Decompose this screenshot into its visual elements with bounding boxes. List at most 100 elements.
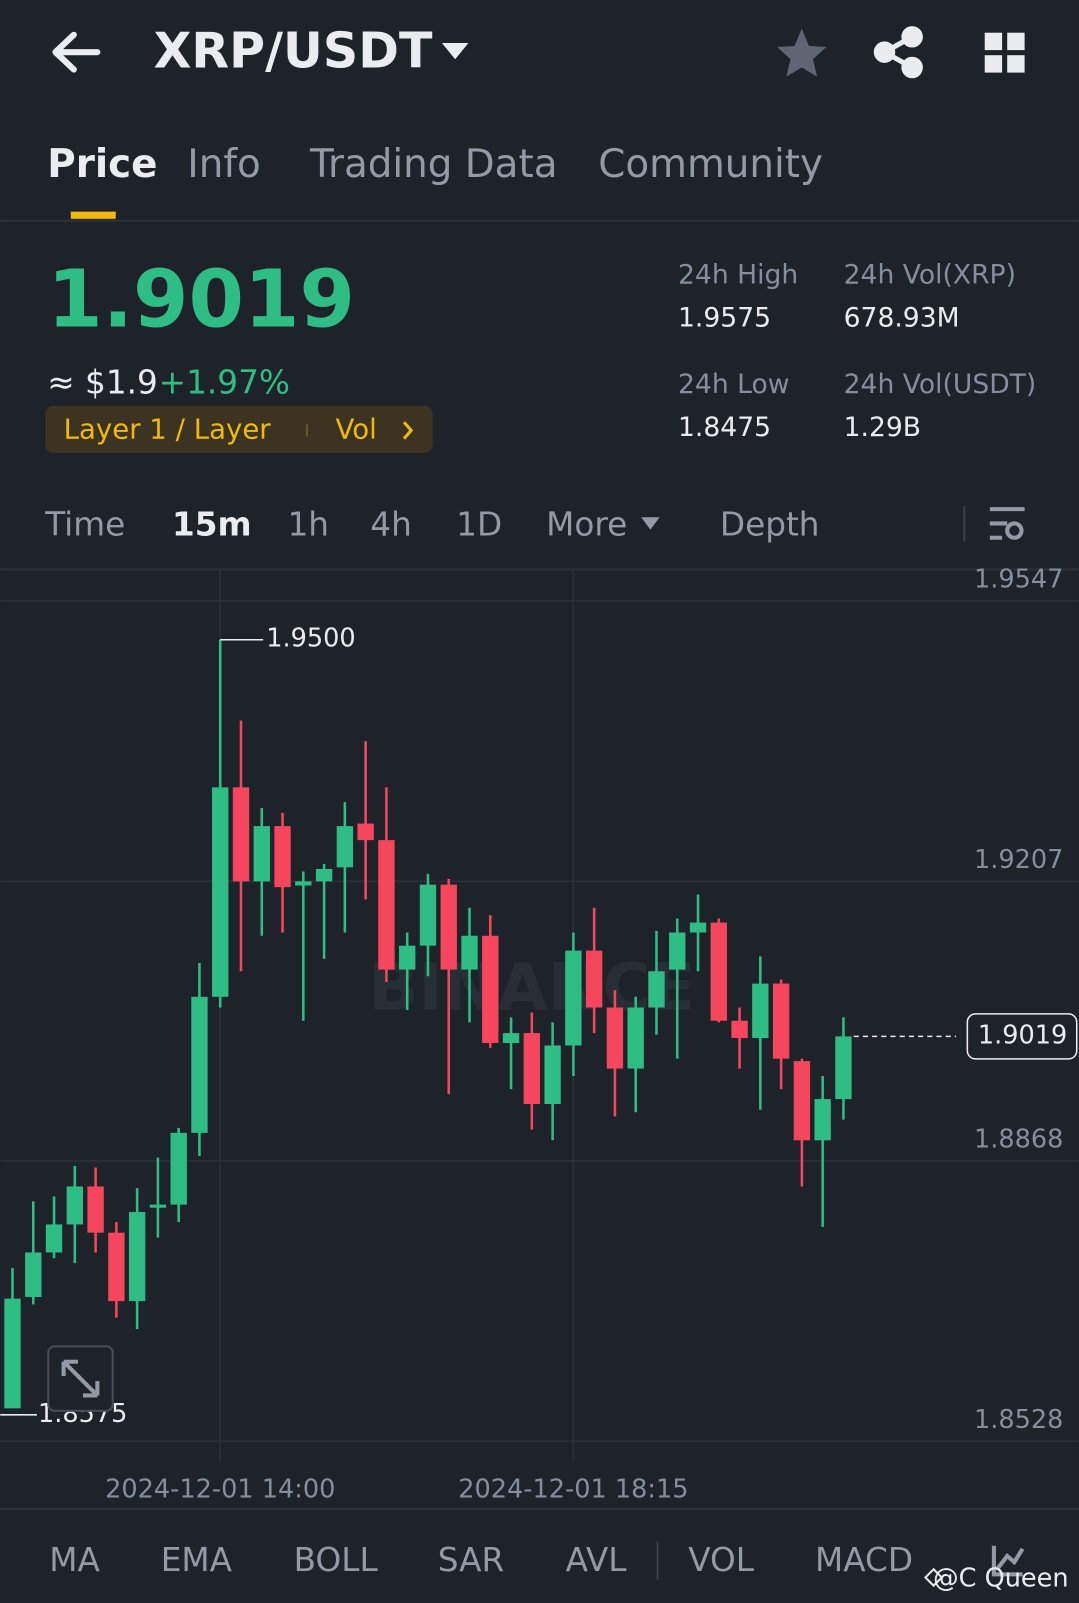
- interval[interactable]: Time: [44, 505, 125, 543]
- indicator[interactable]: MACD: [815, 1541, 913, 1579]
- indicator[interactable]: AVL: [566, 1541, 628, 1579]
- stat-label: 24h High: [678, 260, 798, 291]
- grid-cell: [1007, 32, 1025, 51]
- candle-body: [710, 922, 727, 1021]
- candle-body: [87, 1186, 104, 1233]
- candle-body: [793, 1061, 811, 1141]
- share-icon[interactable]: [873, 26, 923, 79]
- stat-value: 1.9575: [678, 302, 771, 333]
- tag-text: Layer 1 / Layer: [64, 412, 272, 445]
- tag-box[interactable]: [45, 405, 433, 453]
- candle-body: [461, 935, 478, 970]
- indicator[interactable]: EMA: [161, 1541, 233, 1579]
- stat-label: 24h Vol(XRP): [844, 260, 1016, 291]
- indicator[interactable]: MA: [49, 1541, 100, 1579]
- candle-body: [378, 840, 395, 970]
- interval[interactable]: 1D: [456, 505, 502, 543]
- candle-body: [627, 1007, 644, 1069]
- share-dot: [873, 41, 896, 63]
- interval[interactable]: More: [546, 505, 627, 543]
- pair-title[interactable]: XRP/USDT: [154, 22, 433, 80]
- y-tick-label: 1.9207: [974, 845, 1063, 875]
- interval[interactable]: Depth: [720, 505, 820, 543]
- candle-body: [544, 1045, 561, 1105]
- dropdown-icon: [641, 517, 660, 530]
- candle-body: [336, 826, 354, 868]
- last-price-box: [966, 1013, 1078, 1060]
- candle-body: [232, 787, 250, 882]
- y-tick-label: 1.8868: [974, 1124, 1063, 1154]
- tab[interactable]: Trading Data: [309, 142, 558, 187]
- stat-value: 678.93M: [844, 302, 960, 333]
- candle-body: [315, 868, 333, 882]
- dropdown-icon[interactable]: [441, 42, 469, 60]
- candle-body: [253, 826, 270, 882]
- candlestick-chart: 1.9547 1.9207 1.8868 1.8528 2024-12-01 14:00…: [0, 565, 1079, 1505]
- candle-body: [419, 884, 437, 946]
- candle-body: [295, 881, 312, 886]
- tag-arrow: [402, 421, 414, 440]
- candle-body: [191, 996, 208, 1133]
- candle-body: [212, 787, 229, 997]
- candle-body: [440, 884, 457, 970]
- candle-body: [66, 1186, 83, 1225]
- stat-label: 24h Low: [678, 369, 789, 400]
- candle-body: [357, 823, 374, 841]
- candle-body: [752, 983, 769, 1039]
- candle-body: [170, 1132, 187, 1205]
- candle-body: [585, 950, 603, 1008]
- candle-body: [606, 1007, 624, 1069]
- interval[interactable]: 4h: [370, 505, 412, 543]
- share-dot: [901, 56, 923, 79]
- indicator[interactable]: BOLL: [294, 1541, 379, 1579]
- high-marker-label: 1.9500: [266, 624, 355, 654]
- tag-text: Vol: [336, 412, 377, 445]
- x-tick-label: 2024-12-01 14:00: [105, 1475, 335, 1505]
- candle-body: [399, 945, 416, 970]
- grid-icon[interactable]: [984, 32, 1025, 73]
- candle-body: [25, 1252, 42, 1297]
- last-price: 1.9019: [47, 253, 355, 346]
- favorite-icon[interactable]: [777, 28, 827, 77]
- back-button[interactable]: [52, 31, 101, 73]
- approx-price: ≈ $1.9: [47, 363, 158, 401]
- candle-body: [523, 1033, 541, 1105]
- y-tick-label: 1.9547: [974, 565, 1063, 595]
- candle-body: [128, 1212, 146, 1302]
- indicator[interactable]: SAR: [438, 1541, 504, 1579]
- stat-label: 24h Vol(USDT): [844, 369, 1037, 400]
- indicator[interactable]: VOL: [688, 1541, 755, 1579]
- grid-cell: [984, 55, 1003, 73]
- tab[interactable]: Community: [598, 142, 823, 187]
- tab[interactable]: Price: [47, 142, 157, 187]
- candle-body: [835, 1036, 852, 1100]
- interval[interactable]: 1h: [287, 505, 329, 543]
- stat-value: 1.8475: [678, 412, 771, 443]
- candle-body: [814, 1099, 831, 1141]
- candle-body: [482, 935, 499, 1043]
- candle-body: [669, 932, 686, 970]
- icon-gear: [1005, 521, 1024, 540]
- indicator-settings-icon[interactable]: [991, 1545, 1025, 1577]
- candle-body: [689, 922, 707, 933]
- expand-button[interactable]: [47, 1345, 114, 1412]
- candle-body: [274, 826, 291, 888]
- interval[interactable]: 15m: [172, 505, 252, 543]
- credit: @C Queen: [933, 1563, 1068, 1593]
- candle-body: [4, 1298, 21, 1409]
- y-tick-label: 1.8528: [974, 1405, 1063, 1435]
- candle-body: [731, 1020, 748, 1039]
- candle-body: [502, 1033, 520, 1043]
- tab[interactable]: Info: [187, 142, 261, 187]
- back-icon: [52, 31, 101, 73]
- candle-body: [108, 1232, 125, 1302]
- x-tick-label: 2024-12-01 18:15: [458, 1475, 688, 1505]
- tab-indicator: [70, 211, 116, 219]
- chart-settings-icon[interactable]: [989, 507, 1025, 540]
- candle-body: [565, 950, 582, 1046]
- candle-body: [149, 1204, 167, 1208]
- grid-cell: [984, 32, 1003, 51]
